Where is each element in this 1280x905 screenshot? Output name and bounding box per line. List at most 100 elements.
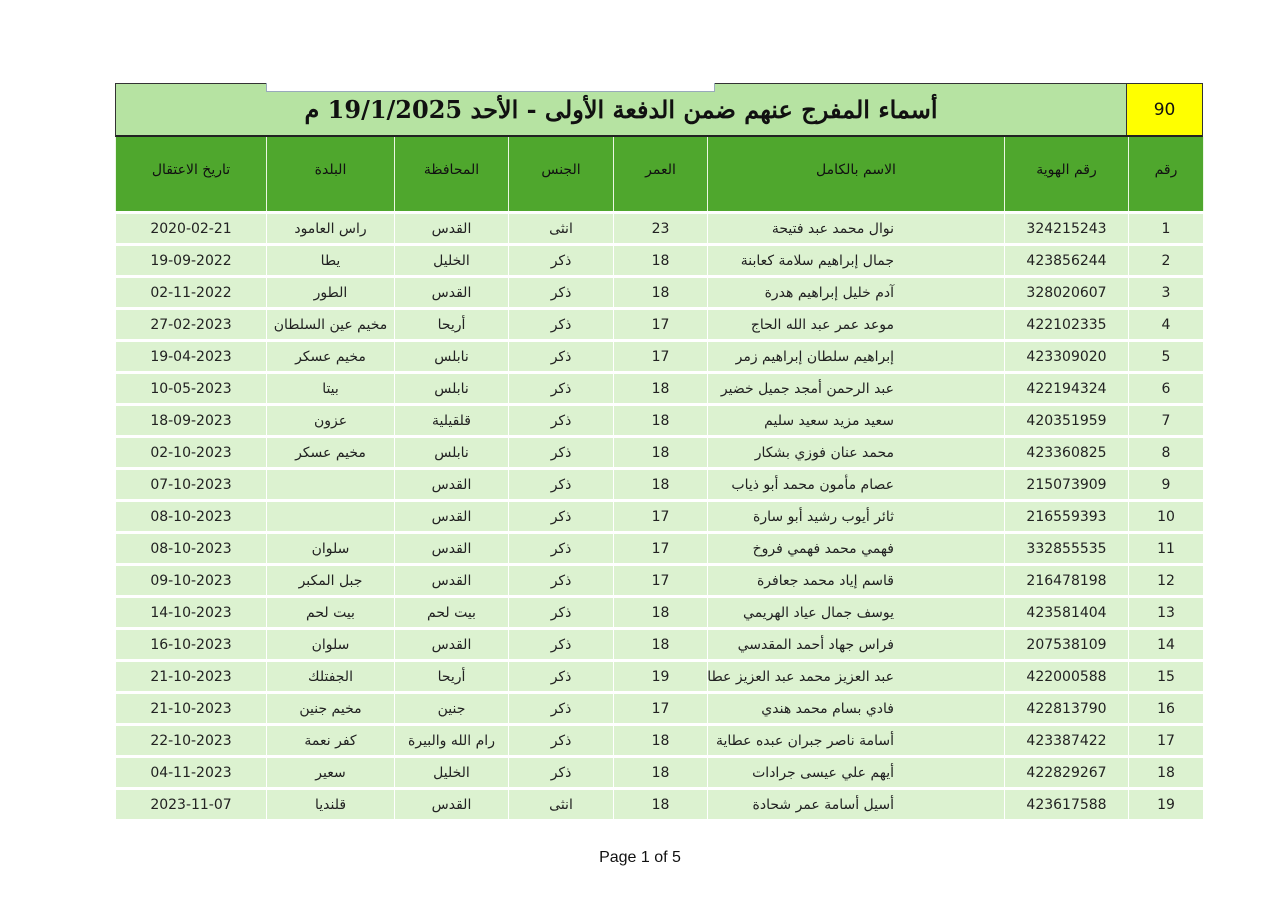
cell-text: 2 bbox=[1161, 252, 1171, 269]
cell-arrest-date: 21-10-2023 bbox=[115, 659, 267, 693]
cell-text: 207538109 bbox=[1026, 636, 1107, 653]
cell-full-name: عبد الرحمن أمجد جميل خضير bbox=[707, 371, 1005, 405]
cell-number: 16 bbox=[1128, 691, 1204, 725]
cell-text: يوسف جمال عياد الهريمي bbox=[743, 604, 894, 621]
cell-full-name: آدم خليل إبراهيم هدرة bbox=[707, 275, 1005, 309]
cell-governorate: القدس bbox=[394, 787, 509, 819]
cell-text: انثى bbox=[549, 796, 573, 813]
cell-text: ذكر bbox=[550, 604, 572, 621]
cell-id-number: 422102335 bbox=[1004, 307, 1129, 341]
cell-text: الطور bbox=[313, 284, 348, 301]
cell-text: 17 bbox=[651, 348, 670, 365]
cell-text: نابلس bbox=[434, 348, 469, 365]
cell-text: 14-10-2023 bbox=[150, 604, 232, 621]
cell-gender: ذكر bbox=[508, 435, 614, 469]
cell-text: رام الله والبيرة bbox=[408, 732, 495, 749]
cell-age: 23 bbox=[613, 211, 708, 245]
cell-text: 07-10-2023 bbox=[150, 476, 232, 493]
cell-id-number: 422000588 bbox=[1004, 659, 1129, 693]
cell-arrest-date: 07-10-2023 bbox=[115, 467, 267, 501]
cell-text: ذكر bbox=[550, 316, 572, 333]
cell-text: القدس bbox=[431, 796, 472, 813]
cell-text: أيهم علي عيسى جرادات bbox=[752, 764, 894, 781]
cell-full-name: موعد عمر عبد الله الحاج bbox=[707, 307, 1005, 341]
cell-town: راس العامود bbox=[266, 211, 395, 245]
cell-governorate: أريحا bbox=[394, 307, 509, 341]
cell-governorate: القدس bbox=[394, 211, 509, 245]
cell-gender: ذكر bbox=[508, 627, 614, 661]
cell-full-name: أسيل أسامة عمر شحادة bbox=[707, 787, 1005, 819]
cell-text: ذكر bbox=[550, 252, 572, 269]
cell-arrest-date: 02-11-2022 bbox=[115, 275, 267, 309]
cell-text: القدس bbox=[431, 572, 472, 589]
header-col-age: العمر bbox=[613, 137, 708, 213]
cell-text: 17 bbox=[651, 540, 670, 557]
cell-age: 17 bbox=[613, 339, 708, 373]
cell-governorate: القدس bbox=[394, 531, 509, 565]
cell-town bbox=[266, 499, 395, 533]
cell-text: سعير bbox=[315, 764, 346, 781]
cell-governorate: أريحا bbox=[394, 659, 509, 693]
cell-arrest-date: 2020-02-21 bbox=[115, 211, 267, 245]
cell-gender: انثى bbox=[508, 787, 614, 819]
cell-text: 13 bbox=[1157, 604, 1175, 621]
cell-town: كفر نعمة bbox=[266, 723, 395, 757]
cell-text: عبد الرحمن أمجد جميل خضير bbox=[720, 380, 894, 397]
cell-arrest-date: 08-10-2023 bbox=[115, 499, 267, 533]
cell-text: 423360825 bbox=[1026, 444, 1107, 461]
table-row: 8 423360825 محمد عنان فوزي بشكار 18 ذكر نابلس… bbox=[115, 435, 1204, 469]
cell-arrest-date: 2023-11-07 bbox=[115, 787, 267, 819]
cell-text: 423309020 bbox=[1026, 348, 1107, 365]
cell-text: ذكر bbox=[550, 732, 572, 749]
document-title: أسماء المفرج عنهم ضمن الدفعة الأولى - ال… bbox=[304, 95, 938, 124]
header-col-town: البلدة bbox=[266, 137, 395, 213]
cell-id-number: 328020607 bbox=[1004, 275, 1129, 309]
cell-full-name: جمال إبراهيم سلامة كعابنة bbox=[707, 243, 1005, 277]
cell-id-number: 422194324 bbox=[1004, 371, 1129, 405]
cell-text: ذكر bbox=[550, 700, 572, 717]
cell-number: 13 bbox=[1128, 595, 1204, 629]
cell-text: بيتا bbox=[322, 380, 339, 397]
cell-gender: ذكر bbox=[508, 339, 614, 373]
cell-age: 18 bbox=[613, 243, 708, 277]
cell-number: 1 bbox=[1128, 211, 1204, 245]
cell-text: ذكر bbox=[550, 284, 572, 301]
cell-age: 18 bbox=[613, 371, 708, 405]
cell-id-number: 423581404 bbox=[1004, 595, 1129, 629]
cell-id-number: 332855535 bbox=[1004, 531, 1129, 565]
cell-text: 422194324 bbox=[1026, 380, 1107, 397]
cell-id-number: 422829267 bbox=[1004, 755, 1129, 789]
cell-text: 19-04-2023 bbox=[150, 348, 232, 365]
cell-text: ذكر bbox=[550, 572, 572, 589]
cell-text: مخيم عين السلطان bbox=[273, 316, 388, 333]
cell-full-name: أسامة ناصر جبران عبده عطاية bbox=[707, 723, 1005, 757]
cell-text: 328020607 bbox=[1026, 284, 1107, 301]
cell-text: 19-09-2022 bbox=[150, 252, 232, 269]
cell-age: 18 bbox=[613, 435, 708, 469]
cell-text: 423387422 bbox=[1026, 732, 1107, 749]
cell-text: القدس bbox=[431, 508, 472, 525]
cell-town: سلوان bbox=[266, 531, 395, 565]
cell-text: عزون bbox=[313, 412, 348, 429]
cell-text: كفر نعمة bbox=[304, 732, 357, 749]
cell-town: الجفتلك bbox=[266, 659, 395, 693]
cell-full-name: أيهم علي عيسى جرادات bbox=[707, 755, 1005, 789]
cell-text: أسامة ناصر جبران عبده عطاية bbox=[715, 732, 894, 749]
cell-text: 9 bbox=[1161, 476, 1171, 493]
cell-age: 19 bbox=[613, 659, 708, 693]
cell-town bbox=[266, 467, 395, 501]
cell-arrest-date: 02-10-2023 bbox=[115, 435, 267, 469]
table-row: 12 216478198 قاسم إياد محمد جعافرة 17 ذكر الق… bbox=[115, 563, 1204, 597]
cell-text: 18 bbox=[651, 636, 670, 653]
cell-gender: انثى bbox=[508, 211, 614, 245]
cell-full-name: عبد العزيز محمد عبد العزيز عطاونة bbox=[707, 659, 1005, 693]
title-row: 90 أسماء المفرج عنهم ضمن الدفعة الأولى -… bbox=[115, 83, 1203, 137]
cell-text: قلقيلية bbox=[432, 412, 471, 429]
cell-number: 8 bbox=[1128, 435, 1204, 469]
cell-text: 19 bbox=[651, 668, 670, 685]
cell-text: القدس bbox=[431, 476, 472, 493]
cell-text: الخليل bbox=[433, 764, 470, 781]
cell-text: إبراهيم سلطان إبراهيم زمر bbox=[735, 348, 894, 365]
cell-town: مخيم عسكر bbox=[266, 339, 395, 373]
cell-age: 18 bbox=[613, 595, 708, 629]
